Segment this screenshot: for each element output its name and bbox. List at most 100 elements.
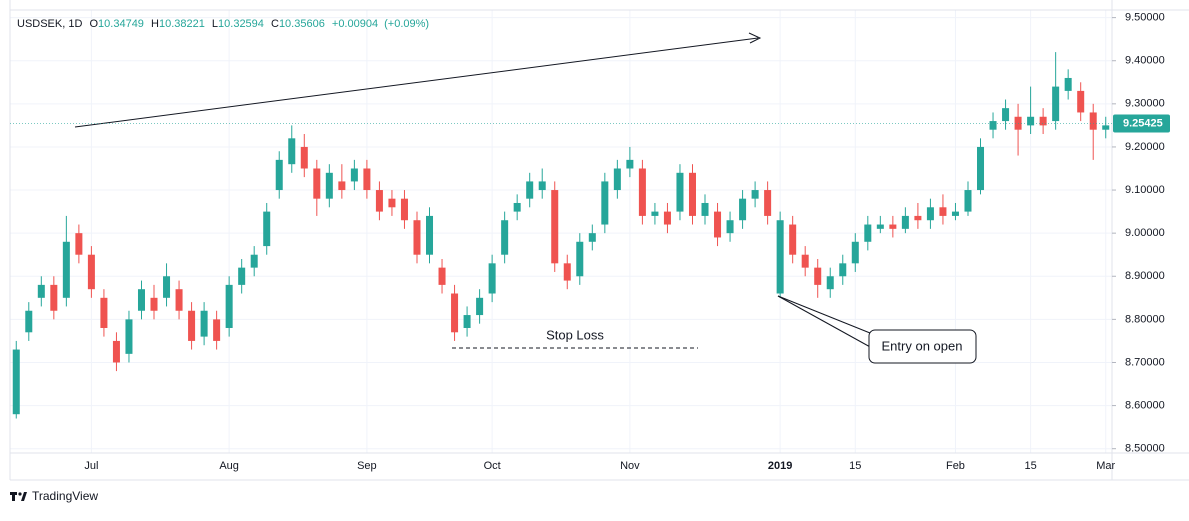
candle-body [463,315,471,328]
candle-body [563,263,571,281]
x-tick-label: Mar [1096,460,1115,472]
candle-body [851,241,859,264]
x-tick-label: Oct [484,460,501,472]
y-tick-label: 9.50000 [1125,12,1165,24]
candle-body [588,233,596,242]
candle-body [188,310,196,341]
candle-body [926,207,934,221]
candle-body [50,284,58,311]
legend: USDSEK, 1D O10.34749 H10.38221 L10.32594… [17,18,429,30]
candle-body [701,202,709,216]
candle-body [288,138,296,165]
close-key: C [271,18,279,30]
callout-line [777,295,873,349]
candle-body [914,215,922,221]
candles [12,52,1110,419]
candle-body [87,254,95,290]
candle-body [889,224,897,229]
candle-body [714,211,722,238]
candle-body [300,146,308,169]
candle-body [388,198,396,208]
last-price-label: 9.25425 [1123,117,1163,129]
callout-box [868,329,977,364]
candle-body [751,190,759,199]
candle-body [12,349,20,415]
y-tick-label: 8.70000 [1125,356,1165,368]
candle-body [601,181,609,225]
x-tick-label: Feb [946,460,965,472]
candle-body [501,220,509,255]
trend-arrow [74,37,759,128]
grid [10,10,1112,453]
candle-body [651,211,659,216]
callout-label: Entry on open [882,338,963,353]
candle-body [1002,108,1010,122]
candle-body [25,310,33,333]
x-tick-label: Jul [84,460,98,472]
candle-body [1102,125,1110,130]
candle-body [363,168,371,191]
candle-body [62,241,70,298]
candle-body [488,263,496,294]
candle-body [1052,86,1060,122]
candle-body [150,297,158,311]
candle-body [951,211,959,216]
candle-body [250,254,258,268]
candle-body [538,181,546,191]
candle-body [400,198,408,221]
close-value: 10.35606 [279,18,325,30]
candle-body [137,289,145,311]
x-tick-label: 15 [849,460,861,472]
candle-body [476,297,484,316]
candle-body [350,168,358,182]
candle-body [338,181,346,191]
candle-body [275,159,283,191]
candle-body [112,340,120,363]
candle-body [814,267,822,285]
callout-line [777,295,876,336]
candle-body [964,190,972,212]
candle-body [764,190,772,216]
candle-body [1064,77,1072,91]
high-key: H [151,18,159,30]
candle-body [325,172,333,199]
candle-body [839,263,847,277]
candle-body [551,190,559,264]
candle-body [676,172,684,212]
y-tick-label: 9.10000 [1125,184,1165,196]
y-tick-label: 9.00000 [1125,227,1165,239]
candle-body [876,224,884,229]
candle-body [977,146,985,191]
y-tick-label: 9.30000 [1125,98,1165,110]
open-value: 10.34749 [98,18,144,30]
candle-body [626,159,634,169]
candle-body [175,289,183,311]
candle-body [225,284,233,328]
candle-body [826,276,834,290]
x-tick-label: 15 [1024,460,1036,472]
candle-body [726,220,734,234]
y-tick-label: 8.80000 [1125,313,1165,325]
last-price-badge [1113,114,1170,133]
x-tick-label: Nov [620,460,640,472]
candle-body [263,211,271,247]
candle-body [901,215,909,229]
candle-body [613,168,621,191]
candle-body [1039,116,1047,126]
candle-body [451,293,459,333]
candle-body [426,215,434,255]
candle-body [1089,112,1097,130]
candle-body [213,319,221,341]
y-tick-label: 9.20000 [1125,141,1165,153]
candle-body [864,224,872,242]
y-tick-label: 8.50000 [1125,443,1165,455]
brand-logo [10,492,27,501]
candle-body [638,168,646,216]
open-key: O [89,18,98,30]
candle-body [37,284,45,298]
y-tick-label: 9.40000 [1125,55,1165,67]
candle-body [163,276,171,298]
candle-body [1077,90,1085,113]
